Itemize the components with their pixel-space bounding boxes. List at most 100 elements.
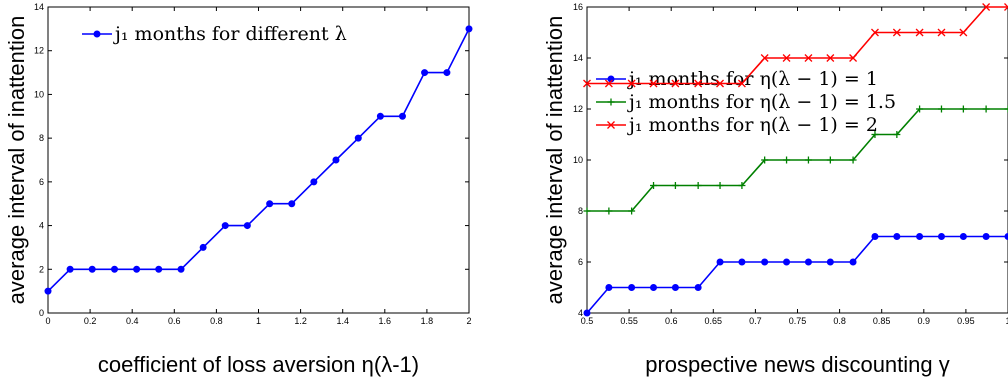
data-point: [959, 28, 968, 37]
data-point: [605, 207, 613, 215]
data-point: [607, 98, 615, 106]
data-point: [937, 105, 945, 113]
data-point: [583, 79, 591, 88]
y-tick-label: 8: [39, 133, 44, 143]
chart-news-discounting: 0.50.550.60.650.70.750.80.850.90.9514681…: [542, 2, 1008, 377]
data-point: [266, 200, 274, 208]
data-point: [959, 105, 967, 113]
x-tick-label: 2: [466, 316, 471, 326]
legend-entry: j₁ months for η(λ − 1) = 1.5: [596, 91, 896, 113]
data-point: [761, 258, 769, 266]
data-point: [607, 121, 615, 129]
y-axis-label: average interval of inattention: [542, 16, 567, 305]
data-point: [782, 54, 791, 62]
y-tick-label: 10: [573, 155, 583, 165]
data-point: [738, 182, 746, 189]
data-point: [982, 233, 990, 240]
data-point: [871, 131, 879, 138]
data-point: [804, 156, 812, 164]
x-tick-label: 0.8: [833, 316, 846, 326]
data-point: [465, 25, 473, 33]
data-point: [650, 182, 658, 189]
x-tick-label: 0.7: [749, 316, 762, 326]
x-tick-label: 0.95: [957, 316, 975, 326]
data-point: [354, 134, 362, 142]
legend-label: j₁ months for η(λ − 1) = 2: [627, 114, 878, 136]
data-point: [671, 182, 679, 189]
data-point: [849, 54, 858, 62]
data-point: [671, 79, 680, 88]
data-point: [628, 284, 636, 291]
data-point: [826, 54, 835, 62]
x-tick-label: 0.4: [126, 316, 139, 326]
data-point: [716, 258, 724, 266]
x-tick-label: 0.75: [789, 316, 807, 326]
data-point: [694, 182, 702, 189]
series-line: [587, 6, 1008, 85]
y-tick-label: 10: [34, 89, 44, 99]
x-tick-label: 0.6: [665, 316, 678, 326]
series-2: [583, 3, 1008, 88]
data-point: [893, 233, 901, 240]
chart-loss-aversion: 0 0.2 0.4 0.6 0.8 1 1.2 1.4 1.6 1.8 2 0 2 4 6 8 10 12 14 co…: [4, 2, 473, 377]
y-tick-label: 4: [39, 221, 44, 231]
data-point: [199, 243, 207, 251]
data-point: [398, 112, 406, 120]
data-point: [310, 178, 318, 186]
data-point: [66, 265, 74, 273]
data-point: [443, 69, 451, 77]
data-point: [155, 265, 163, 273]
data-point: [716, 182, 724, 189]
plot-frame: [47, 6, 470, 314]
y-axis-label: average interval of inattention: [4, 16, 29, 305]
data-point: [804, 258, 812, 266]
data-point: [1004, 233, 1008, 240]
series-line: [587, 108, 1008, 212]
data-point: [783, 258, 791, 266]
data-point: [649, 79, 658, 88]
y-tick-label: 4: [578, 308, 583, 318]
data-point: [177, 265, 185, 273]
data-point: [937, 28, 946, 37]
legend-label: j₁ months for η(λ − 1) = 1: [627, 68, 878, 90]
x-tick-label: 1.8: [421, 316, 434, 326]
data-point: [760, 54, 769, 62]
x-tick-label: 1.2: [294, 316, 307, 326]
x-tick-label: 1.4: [336, 316, 349, 326]
y-tick-label: 0: [39, 308, 44, 318]
data-point: [133, 265, 141, 273]
data-point: [849, 156, 857, 164]
data-point: [421, 69, 429, 77]
data-point: [44, 287, 52, 295]
series-1: [583, 105, 1008, 215]
data-point: [737, 79, 746, 88]
y-tick-label: 6: [39, 177, 44, 187]
y-tick-label: 12: [573, 104, 583, 114]
data-point: [982, 3, 991, 11]
x-tick-label: 0.55: [620, 316, 638, 326]
y-tick-label: 2: [39, 264, 44, 274]
legend-label: j₁ months for η(λ − 1) = 1.5: [627, 91, 896, 113]
y-tick-label: 8: [578, 206, 583, 216]
x-tick-label: 0.5: [581, 316, 594, 326]
data-point: [605, 284, 613, 291]
data-point: [826, 156, 834, 164]
data-point: [871, 233, 879, 240]
series-line: [586, 235, 1008, 314]
data-point: [332, 156, 340, 164]
legend-label: j₁ months for different λ: [113, 23, 347, 45]
data-point: [376, 112, 384, 120]
data-point: [243, 222, 251, 230]
data-point: [916, 233, 924, 240]
data-point: [761, 156, 769, 164]
data-point: [694, 79, 703, 88]
data-point: [893, 131, 901, 138]
x-tick-label: 0.6: [168, 316, 181, 326]
data-point: [650, 284, 658, 291]
data-point: [804, 54, 813, 62]
data-point: [1004, 3, 1008, 11]
y-tick-label: 16: [573, 2, 583, 12]
y-tick-label: 6: [578, 257, 583, 267]
data-point: [783, 156, 791, 164]
